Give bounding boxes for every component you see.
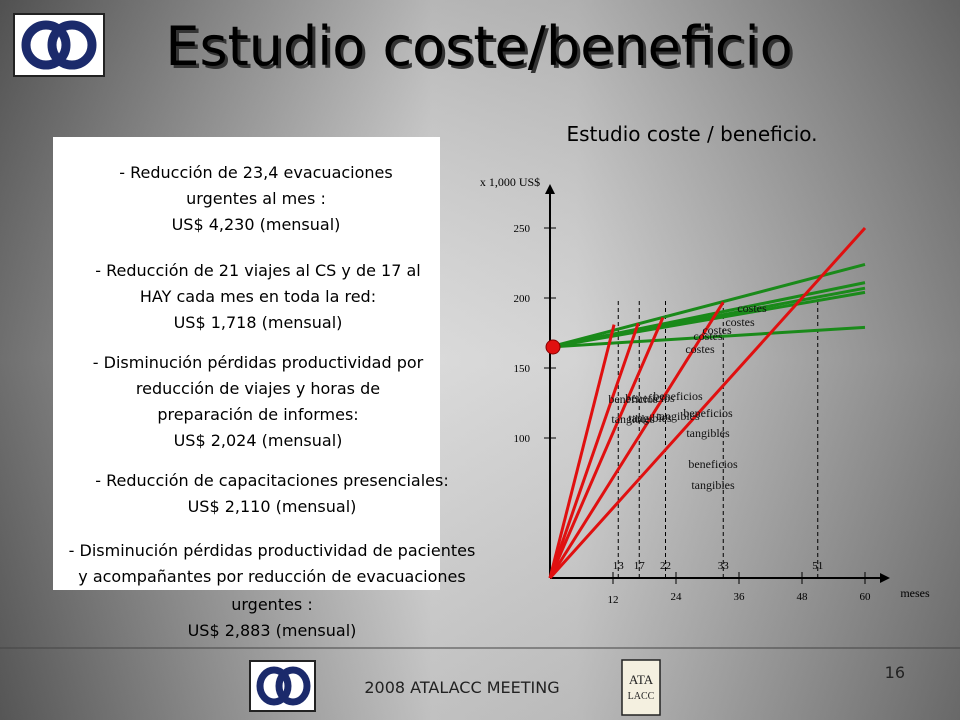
footer-logo <box>249 660 316 712</box>
annotation: tangibles <box>628 411 672 425</box>
x-axis-arrow <box>880 573 890 583</box>
x-axis-label: meses <box>900 586 930 600</box>
x-tick-label: 24 <box>671 591 683 603</box>
bullet-line: urgentes : <box>231 595 313 614</box>
ata-logo-text: LACC <box>628 691 655 702</box>
chart: Estudio coste / beneficio. x 1,000 US$ m… <box>480 122 930 606</box>
y-tick-label: 100 <box>514 433 531 445</box>
y-tick-label: 150 <box>514 363 531 375</box>
y-axis-arrow <box>545 184 555 194</box>
bullet-list: - Reducción de 23,4 evacuaciones urgentes… <box>69 163 476 640</box>
series-line <box>548 226 867 580</box>
bullet-line: HAY cada mes en toda la red: <box>140 287 376 306</box>
bullet-line: - Reducción de capacitaciones presencial… <box>95 471 448 490</box>
break-even-label: 51 <box>812 560 823 572</box>
bullet-line: reducción de viajes y horas de <box>136 379 380 398</box>
bullet-line: y acompañantes por reducción de evacuaci… <box>78 567 465 586</box>
x-tick-label: 36 <box>734 591 746 603</box>
x-tick-label: 60 <box>860 591 872 603</box>
chart-title: Estudio coste / beneficio. <box>566 122 817 146</box>
break-even-label: 33 <box>718 560 730 572</box>
bullet-line: - Disminución pérdidas productividad por <box>93 353 424 372</box>
annotation: beneficios <box>608 392 658 406</box>
x-tick-label: 12 <box>608 594 619 606</box>
bullet-line: preparación de informes: <box>157 405 358 424</box>
series-line <box>549 262 866 349</box>
ata-logo <box>621 659 661 716</box>
text-box <box>53 137 440 590</box>
annotation: beneficios <box>653 389 703 403</box>
annotation: costes <box>725 315 755 329</box>
series-line <box>548 317 665 579</box>
bullet-line: US$ 2,883 (mensual) <box>188 621 357 640</box>
series-line <box>549 290 866 349</box>
annotation: tangibles <box>656 409 700 423</box>
page-number: 16 <box>885 663 905 682</box>
annotation: costes <box>693 329 723 343</box>
logo <box>13 13 105 77</box>
ata-logo-text: ATA <box>629 672 654 687</box>
break-even-label: 17 <box>634 560 646 572</box>
series-line <box>548 324 616 579</box>
annotation: tangibles <box>611 412 655 426</box>
bullet-line: - Reducción de 23,4 evacuaciones <box>119 163 392 182</box>
bullet-line: urgentes al mes : <box>186 189 326 208</box>
annotation: tangibles <box>691 478 735 492</box>
annotation: costes <box>737 301 767 315</box>
x-tick-label: 48 <box>797 591 809 603</box>
y-tick-label: 250 <box>514 223 531 235</box>
annotation: tangibles <box>686 426 730 440</box>
annotation: costes <box>685 342 715 356</box>
bullet-line: - Reducción de 21 viajes al CS y de 17 a… <box>95 261 421 280</box>
bullet-line: US$ 2,110 (mensual) <box>188 497 357 516</box>
title-shadow: Estudio coste/beneficio <box>168 18 795 81</box>
bullet-line: - Disminución pérdidas productividad de … <box>69 541 476 560</box>
break-even-label: 13 <box>613 560 625 572</box>
annotation: costes <box>702 323 732 337</box>
start-marker <box>545 339 561 355</box>
footer-meeting: 2008 ATALACC MEETING <box>364 678 559 697</box>
bullet-line: US$ 1,718 (mensual) <box>174 313 343 332</box>
break-even-label: 22 <box>660 560 671 572</box>
y-axis-label: x 1,000 US$ <box>480 175 540 189</box>
annotation: beneficios <box>683 406 733 420</box>
title: Estudio coste/beneficio <box>165 15 792 78</box>
annotation: beneficios <box>688 457 738 471</box>
annotation: beneficios <box>625 391 675 405</box>
series-line <box>548 301 725 579</box>
y-tick-label: 200 <box>514 293 531 305</box>
bullet-line: US$ 2,024 (mensual) <box>174 431 343 450</box>
series-line <box>549 325 866 349</box>
series-line <box>548 322 640 579</box>
bullet-line: US$ 4,230 (mensual) <box>172 215 341 234</box>
